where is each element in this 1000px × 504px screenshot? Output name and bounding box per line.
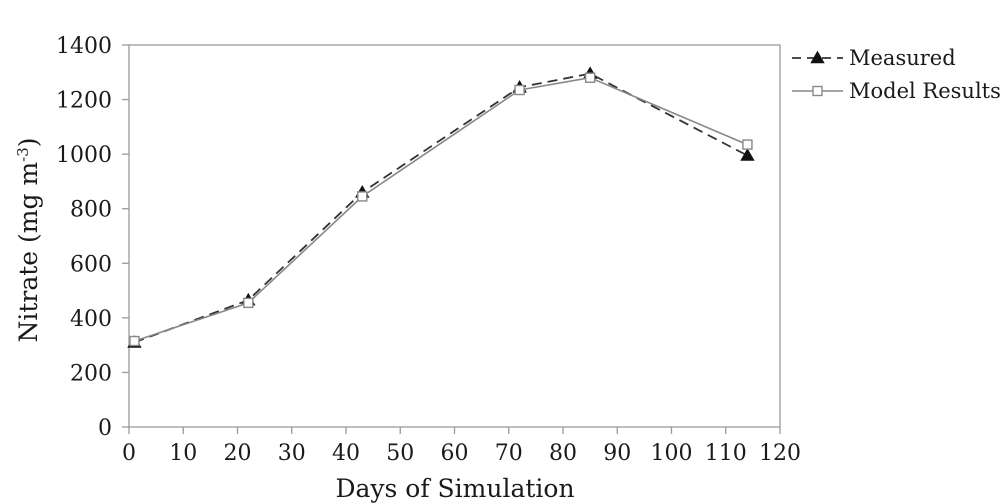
series-measured: [127, 66, 755, 348]
y-tick-label: 800: [70, 198, 112, 223]
data-point: [129, 335, 140, 347]
x-tick-label: 100: [651, 441, 693, 466]
data-point: [514, 84, 525, 96]
legend-label: Model Results: [849, 79, 1000, 103]
y-tick-label: 600: [70, 252, 112, 277]
x-tick-label: 40: [332, 441, 360, 466]
series-line: [134, 76, 748, 342]
legend-label: Measured: [849, 46, 956, 70]
y-axis-title: Nitrate (mg m-3): [14, 137, 43, 342]
y-tick-label: 0: [98, 416, 112, 441]
y-tick-label: 1400: [56, 34, 112, 59]
x-axis-title: Days of Simulation: [335, 474, 574, 503]
x-tick-label: 60: [441, 441, 469, 466]
y-tick-label: 1000: [56, 143, 112, 168]
x-tick-label: 90: [603, 441, 631, 466]
data-point: [243, 297, 254, 309]
plot-area-border: [128, 44, 781, 428]
x-tick-label: 70: [495, 441, 523, 466]
legend-marker: [810, 50, 825, 64]
y-tick-label: 1200: [56, 89, 112, 114]
x-tick-label: 120: [759, 441, 801, 466]
legend-marker: [812, 85, 823, 97]
x-tick-label: 10: [169, 441, 197, 466]
y-tick-label: 400: [70, 307, 112, 332]
x-tick-label: 30: [278, 441, 306, 466]
series-model-results: [129, 72, 753, 347]
axes: 0 10 20 30 40 50 60 70 80 90 100 110 120020040060080…: [56, 34, 801, 466]
x-tick-label: 80: [549, 441, 577, 466]
legend-item: Measured: [792, 46, 956, 70]
y-axis-title-superscript: -3: [14, 147, 32, 162]
data-point: [357, 191, 368, 202]
x-tick-label: 110: [705, 441, 747, 466]
x-tick-label: 20: [224, 441, 252, 466]
series-line: [134, 72, 748, 344]
x-tick-label: 0: [122, 441, 136, 466]
data-point: [740, 148, 755, 161]
y-tick-label: 200: [70, 361, 112, 386]
legend-item: Model Results: [792, 79, 1000, 103]
y-axis-title-end: ): [14, 137, 43, 147]
data-point: [584, 72, 596, 83]
legend: Measured Model Results: [792, 46, 1000, 103]
y-axis-title-main: Nitrate (mg m: [14, 162, 43, 343]
x-tick-label: 50: [386, 441, 414, 466]
data-point: [742, 139, 753, 150]
series-layer: [127, 66, 755, 348]
